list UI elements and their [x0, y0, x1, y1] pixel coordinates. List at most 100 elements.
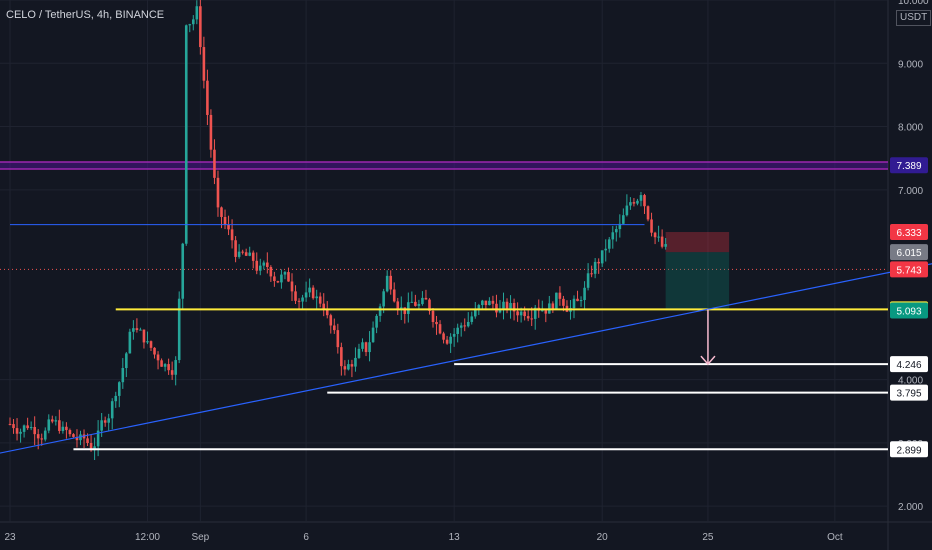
candle-body: [280, 274, 283, 283]
candle-body: [318, 296, 322, 304]
candle-body: [199, 6, 202, 48]
candle-body: [417, 304, 421, 306]
candle-body: [65, 426, 68, 431]
candle-body: [562, 298, 565, 306]
candle-body: [414, 301, 417, 306]
candle-body: [170, 370, 174, 375]
candle-body: [664, 244, 667, 247]
candle-body: [533, 307, 537, 319]
price-label-bg: [890, 244, 928, 261]
price-label: 4.246: [896, 360, 921, 371]
candle-body: [392, 289, 396, 302]
candle-body: [135, 328, 139, 330]
x-tick-label: Oct: [827, 532, 843, 543]
candle-body: [502, 301, 505, 309]
candle-body: [19, 431, 22, 434]
candle-body: [68, 430, 72, 435]
candle-body: [308, 287, 311, 293]
candle-body: [139, 329, 142, 331]
candle-body: [216, 177, 220, 208]
candle-body: [593, 261, 597, 274]
symbol-title[interactable]: CELO / TetherUS, 4h, BINANCE: [6, 9, 165, 21]
candle-body: [241, 251, 244, 253]
candle-body: [100, 420, 103, 431]
candle-body: [653, 232, 657, 238]
candle-body: [93, 446, 96, 451]
candle-body: [354, 357, 357, 367]
candle-body: [273, 276, 276, 282]
y-tick-label: 10.000: [898, 0, 929, 7]
candle-body: [255, 260, 259, 271]
candle-body: [526, 316, 530, 319]
candle-body: [304, 292, 308, 298]
candle-body: [445, 339, 449, 344]
candle-body: [128, 331, 132, 354]
candle-body: [583, 287, 586, 300]
candle-body: [167, 364, 170, 371]
candle-body: [491, 300, 495, 304]
price-label: 6.333: [896, 228, 921, 239]
candle-body: [555, 292, 558, 310]
candle-body: [223, 216, 227, 225]
candle-body: [177, 298, 181, 361]
candle-body: [163, 364, 167, 367]
candle-body: [371, 327, 375, 343]
candle-body: [117, 382, 121, 396]
candle-body: [96, 430, 100, 447]
candle-body: [361, 342, 364, 349]
trendline[interactable]: [0, 180, 932, 468]
candle-body: [220, 207, 223, 217]
candle-body: [325, 309, 329, 316]
candle-body: [12, 424, 15, 429]
candle-body: [266, 262, 269, 268]
candle-body: [22, 425, 26, 432]
candle-body: [530, 318, 533, 320]
candle-body: [184, 25, 188, 244]
price-label: 5.743: [896, 265, 921, 276]
candle-body: [544, 310, 548, 314]
candle-body: [424, 297, 428, 300]
candle-body: [58, 420, 61, 431]
candle-body: [262, 262, 266, 266]
candle-body: [442, 333, 445, 340]
price-label-bg: [890, 384, 928, 401]
candle-body: [540, 310, 544, 312]
candle-body: [632, 202, 636, 204]
candle-body: [202, 47, 206, 81]
candle-body: [251, 252, 255, 261]
price-label: 7.389: [896, 161, 921, 172]
candle-body: [54, 420, 58, 422]
candle-body: [452, 333, 456, 337]
candle-body: [456, 327, 459, 334]
candle-body: [297, 300, 301, 302]
candle-body: [516, 311, 519, 316]
candle-body: [333, 325, 336, 331]
candle-body: [579, 299, 583, 302]
candle-body: [36, 434, 40, 439]
candle-body: [156, 354, 160, 361]
candle-body: [89, 443, 93, 451]
candle-body: [519, 311, 523, 316]
x-tick-label: 13: [449, 532, 461, 543]
candle-body: [646, 206, 650, 220]
candle-body: [29, 426, 33, 429]
candle-body: [463, 325, 467, 327]
candle-body: [340, 347, 343, 367]
candle-body: [311, 287, 315, 299]
candle-body: [181, 243, 185, 299]
candle-body: [364, 342, 368, 353]
candle-body: [114, 395, 118, 402]
candle-body: [146, 341, 149, 343]
candle-body: [132, 328, 135, 332]
currency-label[interactable]: USDT: [896, 10, 932, 26]
candle-body: [597, 261, 600, 264]
candle-body: [107, 418, 110, 423]
candle-body: [153, 347, 156, 355]
price-label-bg: [890, 261, 928, 278]
candle-body: [110, 401, 114, 419]
candle-body: [347, 364, 350, 370]
candle-body: [75, 436, 79, 441]
x-tick-label: 25: [702, 532, 714, 543]
